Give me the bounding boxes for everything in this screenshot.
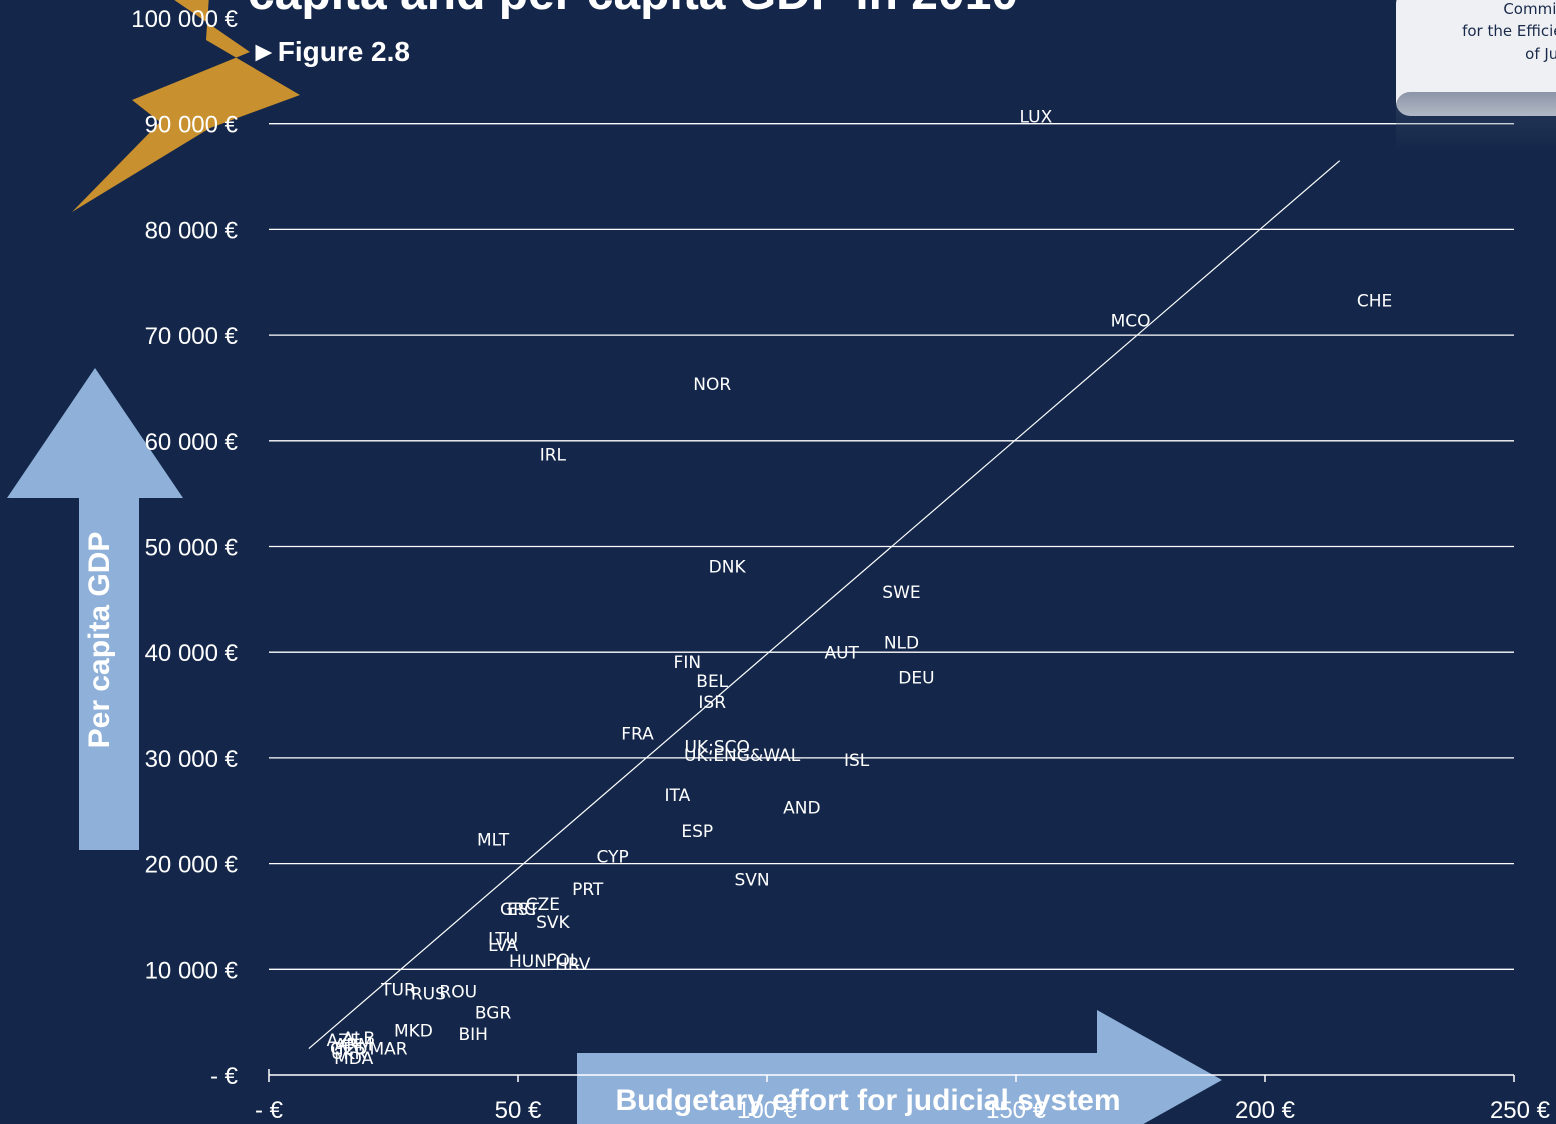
- y-tick-label: 90 000 €: [145, 112, 239, 139]
- data-point-label: ALB: [342, 1029, 375, 1049]
- data-point-label: AND: [783, 799, 820, 819]
- trendline: [308, 160, 1341, 1050]
- logo-line-1: Commiss: [1503, 0, 1556, 18]
- data-point-label: ISR: [698, 693, 726, 713]
- data-point-label: PRT: [572, 880, 604, 900]
- logo-line-2: for the Efficien: [1462, 22, 1556, 40]
- data-point-label: MKD: [394, 1022, 433, 1042]
- y-tick-label: 10 000 €: [145, 957, 239, 984]
- data-point-label: UK:SCO: [685, 737, 750, 757]
- data-point-label: BGR: [475, 1004, 512, 1024]
- data-point-label: BIH: [458, 1025, 487, 1045]
- data-point-label: EST: [507, 900, 540, 920]
- data-point-label: NLD: [884, 634, 919, 654]
- x-tick-label: 250 €: [1490, 1097, 1551, 1124]
- data-point-label: GRC: [500, 900, 536, 920]
- data-point-label: LTU: [488, 930, 518, 950]
- logo-reflection: [1396, 92, 1556, 152]
- logo-line-3: of Just: [1525, 45, 1556, 63]
- y-tick-label: 40 000 €: [145, 640, 239, 667]
- data-point-label: GEO: [330, 1040, 367, 1060]
- x-tick-label: 100 €: [737, 1097, 798, 1124]
- data-point-label: SWE: [882, 583, 920, 603]
- data-point-label: IRL: [540, 446, 567, 466]
- data-point-label: MLT: [477, 830, 510, 850]
- star-icon: [72, 0, 300, 212]
- y-tick-label: 70 000 €: [145, 323, 239, 350]
- chart-title: capita and per capita GDP in 2010: [248, 0, 1018, 21]
- data-point-label: SVN: [734, 871, 769, 891]
- figure-label: ►Figure 2.8: [250, 36, 410, 67]
- x-tick-label: - €: [255, 1097, 284, 1124]
- x-tick-label: 200 €: [1235, 1097, 1296, 1124]
- y-tick-label: 50 000 €: [145, 535, 239, 562]
- data-point-label: UKR: [331, 1044, 367, 1064]
- data-point-label: POL: [546, 951, 580, 971]
- data-point-label: LVA: [488, 936, 518, 956]
- data-point-label: ESP: [681, 822, 713, 842]
- data-point-label: ROU: [439, 983, 477, 1003]
- data-point-label: ISL: [844, 751, 870, 771]
- data-point-label: MCO: [1111, 311, 1151, 331]
- data-point-label: LUX: [1020, 107, 1053, 127]
- data-point-label: SVK: [536, 913, 570, 933]
- y-tick-label: 30 000 €: [145, 746, 239, 773]
- x-tick-label: 150 €: [986, 1097, 1047, 1124]
- data-point-label: FIN: [674, 653, 702, 673]
- data-point-label: CYP: [597, 847, 629, 867]
- x-tick-label: 50 €: [495, 1097, 542, 1124]
- data-point-label: AZE: [327, 1031, 361, 1051]
- y-tick-label: 20 000 €: [145, 852, 239, 879]
- data-point-label: DEU: [898, 669, 934, 689]
- y-axis-title: Per capita GDP: [83, 532, 116, 749]
- data-point-label: BEL: [696, 672, 728, 692]
- data-point-label: CZE: [526, 895, 560, 915]
- data-point-label: UK:ENG&WAL: [684, 746, 801, 766]
- data-point-label: CHE: [1357, 291, 1392, 311]
- data-point-label: MDA: [334, 1049, 373, 1069]
- data-point-label: FRA: [621, 725, 654, 745]
- data-point-label: ARM: [335, 1035, 373, 1055]
- y-tick-label: 60 000 €: [145, 429, 239, 456]
- x-axis-title: Budgetary effort for judicial system: [615, 1084, 1120, 1117]
- data-point-label: ITA: [665, 786, 691, 806]
- y-axis-arrow: [7, 368, 183, 850]
- data-point-label: TUR: [380, 980, 416, 1000]
- y-tick-label: 80 000 €: [145, 217, 239, 244]
- x-axis-arrow: [577, 1010, 1222, 1124]
- data-point-label: AUT: [824, 643, 859, 663]
- data-point-label: NOR: [693, 375, 731, 395]
- data-point-label: MAR: [369, 1040, 407, 1060]
- y-tick-label: 100 000 €: [131, 6, 238, 33]
- y-tick-label: - €: [210, 1063, 239, 1090]
- data-point-label: DNK: [709, 558, 747, 578]
- data-point-label: HUN: [509, 952, 547, 972]
- data-point-label: HRV: [555, 955, 591, 975]
- data-point-label: RUS: [411, 985, 446, 1005]
